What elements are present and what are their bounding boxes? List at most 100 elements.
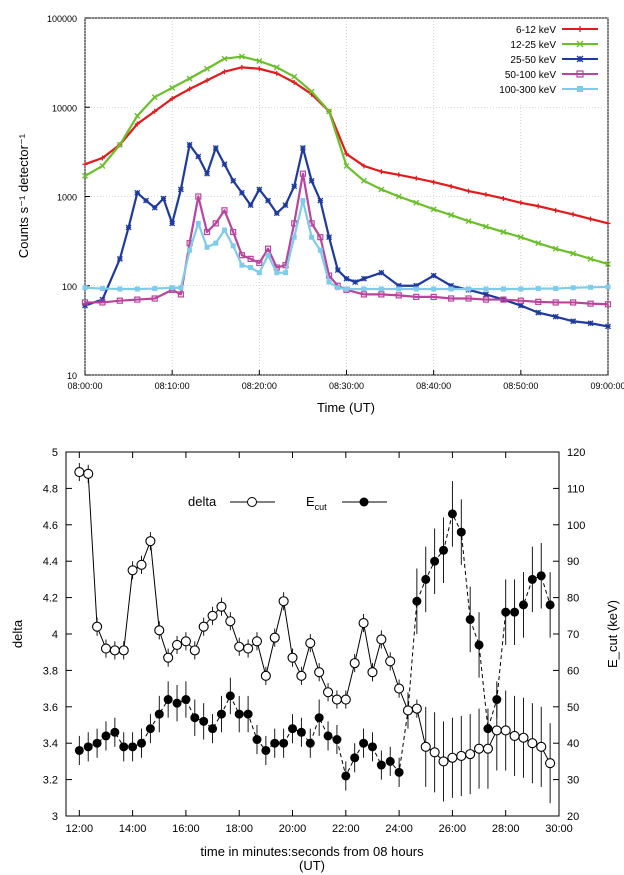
top-data-point: [248, 265, 254, 271]
delta-data-point: [447, 752, 458, 763]
top-data-point: [99, 155, 105, 161]
top-data-point: [430, 272, 437, 279]
ecut-data-point: [536, 571, 546, 581]
top-data-point: [195, 220, 201, 226]
top-data-point: [343, 162, 350, 169]
top-data-point: [396, 172, 402, 178]
delta-data-point: [314, 667, 325, 678]
ecut-data-point: [518, 600, 528, 610]
top-data-point: [570, 250, 577, 257]
top-data-point: [134, 112, 141, 119]
top-data-point: [448, 282, 455, 289]
top-data-point: [605, 220, 611, 226]
top-data-point: [413, 175, 419, 181]
top-y-tick-label: 1000: [57, 193, 77, 203]
ecut-data-point: [119, 742, 129, 752]
ecut-data-point: [101, 731, 111, 741]
top-x-tick-label: 08:20:00: [242, 381, 277, 391]
top-data-point: [352, 279, 359, 286]
delta-data-point: [376, 634, 387, 645]
top-data-point: [134, 189, 141, 196]
top-data-point: [517, 302, 524, 309]
top-data-point: [300, 198, 306, 204]
top-data-point: [413, 286, 419, 292]
bottom-y-tick-label: 4.6: [43, 520, 58, 532]
top-data-point: [81, 299, 89, 306]
top-data-point: [553, 207, 559, 213]
delta-data-point: [207, 610, 218, 621]
delta-data-point: [163, 652, 174, 663]
top-data-point: [326, 234, 333, 241]
delta-data-point: [171, 639, 183, 650]
top-data-point: [178, 285, 184, 291]
delta-data-point: [278, 596, 289, 607]
bottom-x-tick-labels: 12:00 14:00 16:00 18:00 20:00 22:00 24:00 26:00…: [66, 452, 573, 835]
bottom-y-tick-label: 4.4: [43, 556, 58, 568]
top-data-point: [465, 295, 472, 302]
ecut-data-point: [74, 745, 84, 755]
delta-data-point: [465, 749, 476, 760]
bottom-y2-tick-label: 50: [567, 702, 579, 714]
bottom-y2-tick-label: 90: [567, 556, 579, 568]
bottom-x-tick-label: 20:00: [279, 823, 307, 835]
top-data-point: [309, 234, 315, 240]
top-data-point: [99, 286, 105, 292]
top-data-point: [517, 297, 524, 304]
top-legend-marker: [577, 26, 583, 32]
delta-data-point: [251, 636, 263, 647]
top-data-point: [500, 229, 507, 236]
top-data-point: [213, 240, 219, 246]
top-data-point: [483, 192, 489, 198]
top-data-point: [482, 296, 490, 303]
top-y-axis-title: Counts s⁻¹ detector⁻¹: [16, 133, 31, 258]
top-legend-label: 25-50 keV: [510, 55, 556, 66]
top-data-point: [570, 211, 576, 217]
ecut-data-point: [305, 738, 315, 748]
top-data-point: [413, 282, 420, 289]
top-legend-label: 100-300 keV: [499, 85, 556, 96]
top-data-point: [360, 275, 367, 282]
top-data-point: [431, 179, 437, 185]
delta-data-point: [100, 643, 112, 654]
bottom-y-tick-label: 3.8: [43, 665, 58, 677]
ecut-data-point: [510, 607, 520, 617]
top-legend-marker: [576, 55, 584, 63]
ecut-data-point: [430, 556, 440, 566]
top-data-point: [605, 261, 611, 268]
ecut-data-point: [279, 738, 289, 748]
top-data-point: [500, 195, 506, 201]
top-data-point: [169, 96, 175, 102]
top-data-point: [361, 286, 367, 292]
top-data-point: [500, 296, 507, 303]
top-legend-marker: [576, 70, 584, 78]
delta-data-point: [420, 741, 431, 752]
top-data-point: [378, 291, 385, 298]
top-data-point: [187, 247, 193, 253]
delta-data-point: [118, 645, 129, 656]
top-data-point: [151, 204, 158, 211]
delta-data-point: [216, 601, 227, 612]
bottom-y-tick-label: 3: [52, 811, 58, 823]
delta-data-point: [518, 732, 529, 743]
bottom-y2-axis-title: E_cut (keV): [605, 600, 620, 668]
ecut-data-point: [359, 738, 369, 748]
delta-data-point: [331, 694, 342, 705]
delta-data-point: [74, 466, 85, 478]
delta-data-point: [296, 670, 307, 681]
top-data-point: [177, 186, 184, 193]
top-data-point: [465, 218, 472, 225]
delta-data-point: [411, 703, 422, 714]
top-x-tick-label: 09:00:00: [590, 381, 624, 391]
top-data-point: [291, 73, 298, 80]
delta-data-point: [367, 667, 378, 678]
delta-data-point: [545, 758, 556, 769]
ecut-data-point: [341, 771, 351, 781]
top-y-tick-label: 10000: [52, 103, 77, 113]
top-data-point: [265, 197, 272, 204]
top-data-point: [177, 291, 184, 298]
top-data-point: [230, 243, 236, 249]
delta-data-point: [189, 645, 200, 656]
bottom-x-tick-label: 16:00: [172, 823, 200, 835]
